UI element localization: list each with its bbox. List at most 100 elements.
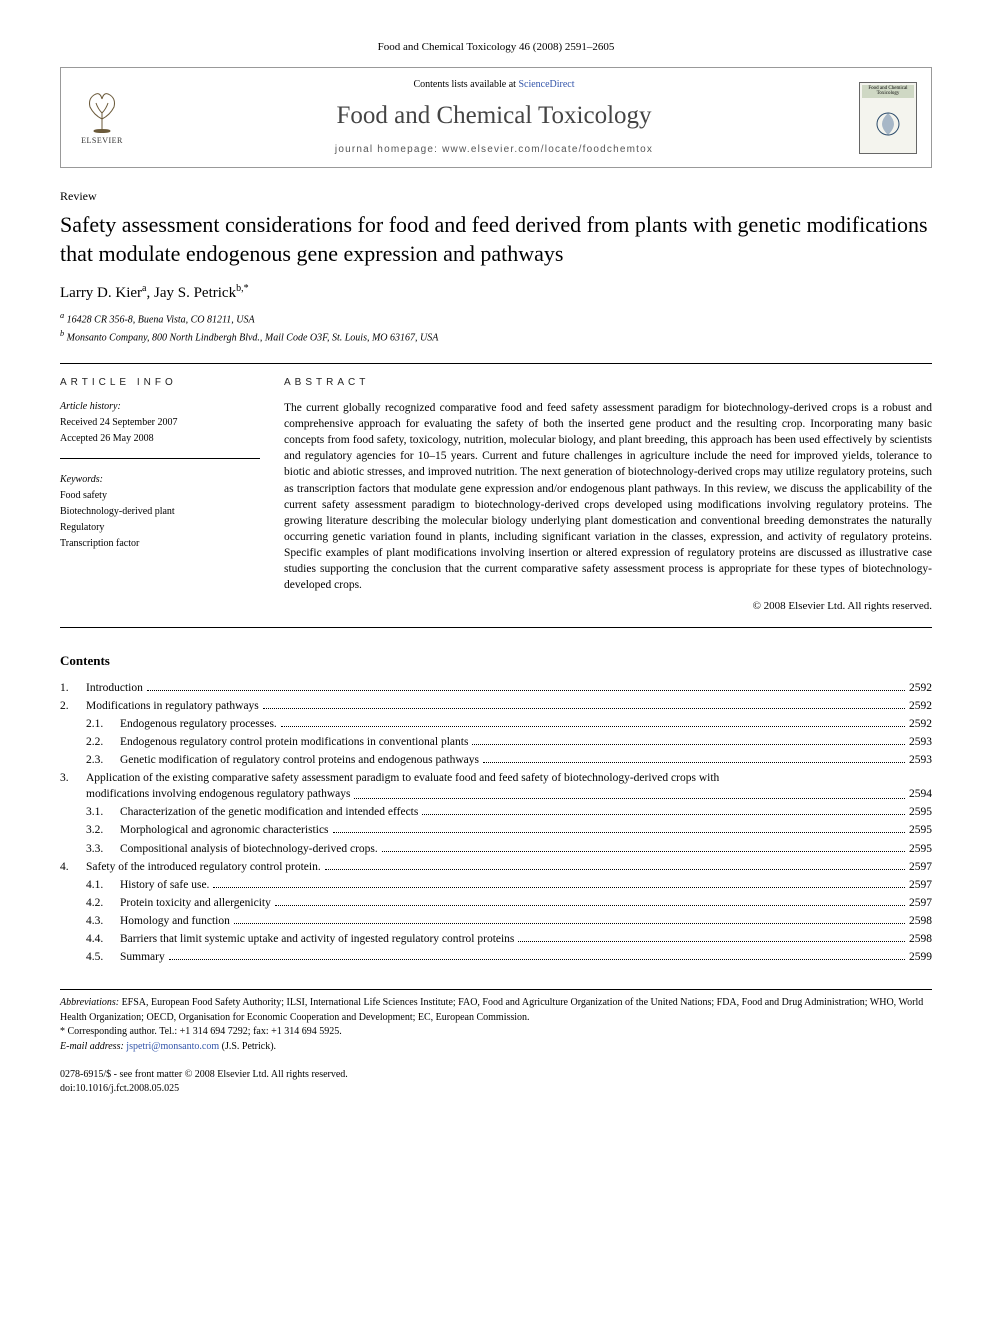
accepted-line: Accepted 26 May 2008 xyxy=(60,432,260,446)
toc-num: 2. xyxy=(60,698,86,714)
author-1: Larry D. Kier xyxy=(60,285,142,301)
toc-row: 3.1.Characterization of the genetic modi… xyxy=(60,804,932,820)
toc-page: 2597 xyxy=(909,877,932,893)
toc-num: 4.4. xyxy=(86,931,120,947)
toc-row: 3.2.Morphological and agronomic characte… xyxy=(60,822,932,838)
abstract-heading: ABSTRACT xyxy=(284,376,932,390)
toc-dots xyxy=(333,832,905,833)
toc-num: 3.2. xyxy=(86,822,120,838)
toc-num: 2.3. xyxy=(86,752,120,768)
toc-dots xyxy=(213,887,905,888)
toc-page: 2598 xyxy=(909,931,932,947)
toc-label: Protein toxicity and allergenicity xyxy=(120,895,271,911)
journal-homepage-line: journal homepage: www.elsevier.com/locat… xyxy=(129,143,859,157)
toc-num: 3.3. xyxy=(86,841,120,857)
email-link[interactable]: jspetri@monsanto.com xyxy=(126,1041,219,1052)
sciencedirect-link[interactable]: ScienceDirect xyxy=(518,79,574,90)
toc-num: 2.1. xyxy=(86,716,120,732)
toc-dots xyxy=(422,814,905,815)
toc-row: 1.Introduction2592 xyxy=(60,680,932,696)
toc-num: 4.5. xyxy=(86,949,120,965)
journal-title: Food and Chemical Toxicology xyxy=(129,98,859,133)
publisher-name: ELSEVIER xyxy=(81,135,123,146)
article-info-panel: ARTICLE INFO Article history: Received 2… xyxy=(60,376,260,615)
toc-dots xyxy=(518,941,905,942)
history-label: Article history: xyxy=(60,400,260,414)
affiliation-b: b Monsanto Company, 800 North Lindbergh … xyxy=(60,328,932,345)
email-line: E-mail address: jspetri@monsanto.com (J.… xyxy=(60,1040,932,1055)
toc-page: 2598 xyxy=(909,913,932,929)
info-abstract-row: ARTICLE INFO Article history: Received 2… xyxy=(60,363,932,628)
journal-header: ELSEVIER Contents lists available at Sci… xyxy=(60,67,932,168)
affiliations: a 16428 CR 356-8, Buena Vista, CO 81211,… xyxy=(60,310,932,345)
toc-label: Morphological and agronomic characterist… xyxy=(120,822,329,838)
toc-dots xyxy=(382,851,905,852)
email-label: E-mail address: xyxy=(60,1041,124,1052)
toc-label: Characterization of the genetic modifica… xyxy=(120,804,418,820)
toc-label: Application of the existing comparative … xyxy=(86,770,932,786)
toc-label-cont: modifications involving endogenous regul… xyxy=(86,786,350,802)
toc-num: 4.2. xyxy=(86,895,120,911)
toc-label: Modifications in regulatory pathways xyxy=(86,698,259,714)
article-info-heading: ARTICLE INFO xyxy=(60,376,260,390)
bottom-meta: 0278-6915/$ - see front matter © 2008 El… xyxy=(60,1068,932,1096)
affiliation-a: a 16428 CR 356-8, Buena Vista, CO 81211,… xyxy=(60,310,932,327)
toc-row: 2.Modifications in regulatory pathways25… xyxy=(60,698,932,714)
toc-label: Barriers that limit systemic uptake and … xyxy=(120,931,514,947)
toc-dots xyxy=(234,923,905,924)
toc-dots xyxy=(354,786,905,799)
toc-label: Introduction xyxy=(86,680,143,696)
contents-prefix: Contents lists available at xyxy=(413,79,518,90)
toc-label: Safety of the introduced regulatory cont… xyxy=(86,859,321,875)
author-2-affil-sup: b,* xyxy=(236,283,249,294)
header-center: Contents lists available at ScienceDirec… xyxy=(129,78,859,157)
citation-line: Food and Chemical Toxicology 46 (2008) 2… xyxy=(60,40,932,55)
abstract-text: The current globally recognized comparat… xyxy=(284,400,932,593)
corresponding-author-line: * Corresponding author. Tel.: +1 314 694… xyxy=(60,1025,932,1040)
toc-page: 2593 xyxy=(909,734,932,750)
keywords-block: Keywords: Food safety Biotechnology-deri… xyxy=(60,473,260,563)
toc-num: 4. xyxy=(60,859,86,875)
authors-line: Larry D. Kiera, Jay S. Petrickb,* xyxy=(60,282,932,304)
toc-page: 2599 xyxy=(909,949,932,965)
received-line: Received 24 September 2007 xyxy=(60,416,260,430)
toc-page: 2597 xyxy=(909,895,932,911)
abbreviations-line: Abbreviations: EFSA, European Food Safet… xyxy=(60,996,932,1025)
toc-page: 2592 xyxy=(909,716,932,732)
toc-page: 2597 xyxy=(909,859,932,875)
keyword-0: Food safety xyxy=(60,489,260,503)
toc-num: 1. xyxy=(60,680,86,696)
author-2: Jay S. Petrick xyxy=(154,285,236,301)
footnotes: Abbreviations: EFSA, European Food Safet… xyxy=(60,989,932,1054)
email-name: (J.S. Petrick). xyxy=(219,1041,276,1052)
toc-row: 4.3.Homology and function2598 xyxy=(60,913,932,929)
article-title: Safety assessment considerations for foo… xyxy=(60,211,932,268)
toc-num: 3.1. xyxy=(86,804,120,820)
toc-label: Endogenous regulatory control protein mo… xyxy=(120,734,468,750)
toc-row: 4.5.Summary2599 xyxy=(60,949,932,965)
toc-row: 4.1.History of safe use.2597 xyxy=(60,877,932,893)
homepage-prefix: journal homepage: xyxy=(335,144,442,155)
toc-num: 3. xyxy=(60,770,86,786)
article-history-block: Article history: Received 24 September 2… xyxy=(60,400,260,459)
toc-dots xyxy=(169,959,905,960)
table-of-contents: 1.Introduction25922.Modifications in reg… xyxy=(60,680,932,966)
toc-row: 4.Safety of the introduced regulatory co… xyxy=(60,859,932,875)
toc-row: 2.2.Endogenous regulatory control protei… xyxy=(60,734,932,750)
toc-label: Homology and function xyxy=(120,913,230,929)
toc-row: 4.4.Barriers that limit systemic uptake … xyxy=(60,931,932,947)
toc-row: 2.3.Genetic modification of regulatory c… xyxy=(60,752,932,768)
journal-cover-thumbnail: Food and Chemical Toxicology xyxy=(859,82,917,154)
elsevier-tree-icon xyxy=(82,89,122,133)
keywords-label: Keywords: xyxy=(60,473,260,487)
toc-row: 2.1.Endogenous regulatory processes. 2592 xyxy=(60,716,932,732)
toc-label: Endogenous regulatory processes. xyxy=(120,716,277,732)
keyword-2: Regulatory xyxy=(60,521,260,535)
publisher-logo: ELSEVIER xyxy=(75,85,129,151)
toc-dots xyxy=(263,708,905,709)
toc-page: 2595 xyxy=(909,822,932,838)
toc-dots xyxy=(325,869,905,870)
article-type: Review xyxy=(60,188,932,205)
abstract-panel: ABSTRACT The current globally recognized… xyxy=(284,376,932,615)
toc-num: 4.1. xyxy=(86,877,120,893)
